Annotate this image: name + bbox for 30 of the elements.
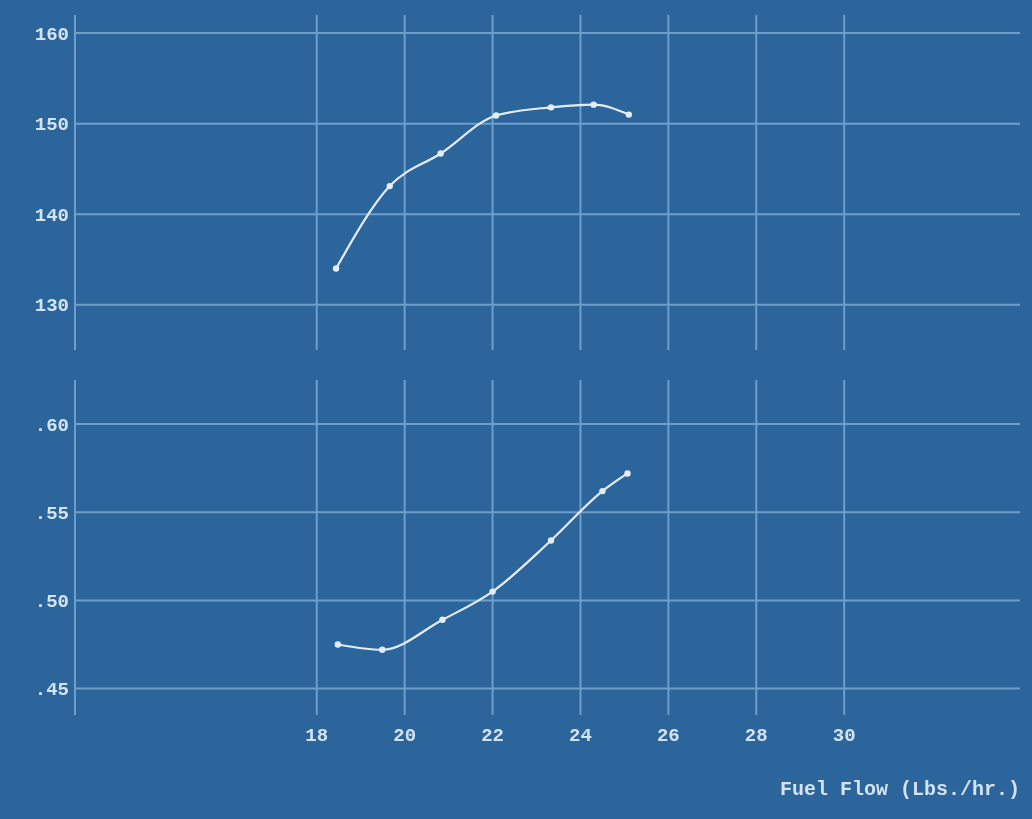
point <box>379 646 386 653</box>
y-tick-label: 160 <box>34 23 69 46</box>
point <box>439 616 446 623</box>
x-tick-label: 20 <box>393 725 417 747</box>
point <box>492 112 500 119</box>
y-tick-label: 130 <box>34 295 69 318</box>
y-tick-label: 140 <box>34 204 69 227</box>
point <box>386 182 393 190</box>
point <box>590 101 597 108</box>
point <box>599 487 606 495</box>
point <box>332 265 340 272</box>
x-tick-label: 22 <box>481 725 504 747</box>
y-tick-label: .60 <box>34 414 69 437</box>
y-tick-label: 150 <box>34 114 69 137</box>
x-tick-label: 30 <box>832 725 856 747</box>
x-tick-label: 26 <box>656 725 680 747</box>
point <box>547 537 555 544</box>
y-tick-label: .55 <box>34 502 69 525</box>
x-axis-title: Fuel Flow (Lbs./hr.) <box>779 778 1020 801</box>
x-tick-label: 24 <box>569 725 592 747</box>
point <box>437 150 444 157</box>
x-tick-label: 28 <box>744 725 768 747</box>
x-tick-label: 18 <box>305 725 329 747</box>
point <box>624 470 631 477</box>
point <box>334 641 342 648</box>
point <box>489 588 496 595</box>
y-tick-label: .45 <box>34 679 69 702</box>
point <box>547 104 555 111</box>
point <box>625 111 633 118</box>
y-tick-label: .50 <box>34 591 69 614</box>
